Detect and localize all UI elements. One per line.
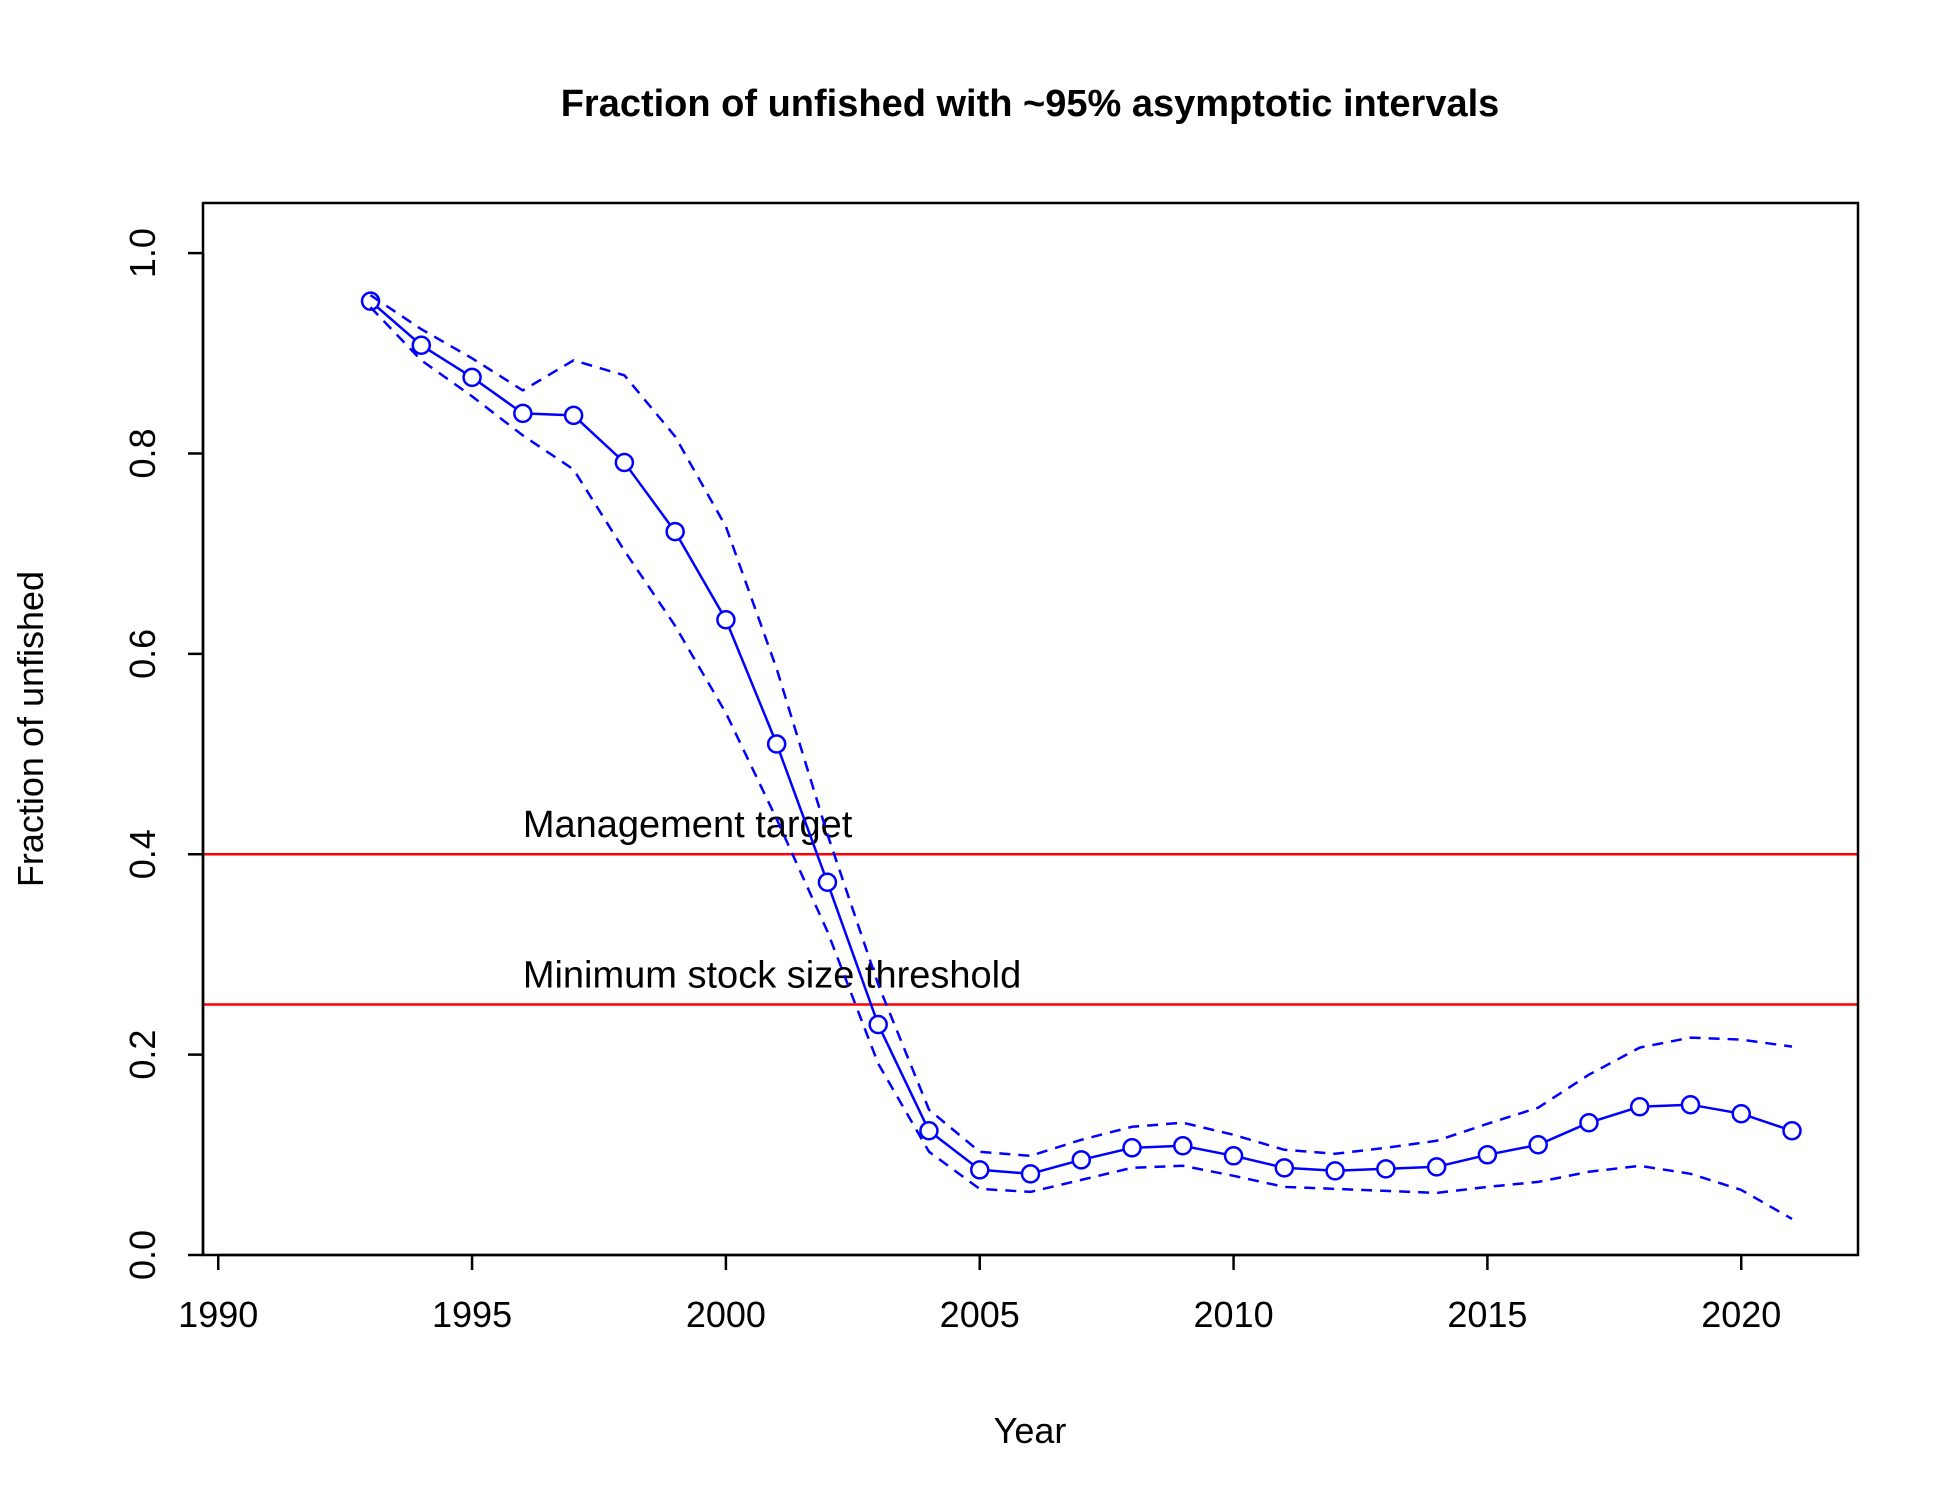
data-point-1994 <box>411 335 432 356</box>
chart-title: Fraction of unfished with ~95% asymptoti… <box>561 83 1500 125</box>
data-point-2007 <box>1071 1150 1092 1170</box>
data-point-2003 <box>868 1014 888 1035</box>
data-point-2012 <box>1325 1161 1345 1181</box>
data-point-1999 <box>665 521 685 542</box>
data-point-1995 <box>462 367 482 388</box>
reference-label-0: Management target <box>523 804 853 846</box>
data-point-2015 <box>1477 1145 1498 1165</box>
data-point-2018 <box>1629 1096 1650 1117</box>
y-tick-label-0.2: 0.2 <box>122 1030 163 1080</box>
data-point-2011 <box>1274 1158 1295 1178</box>
y-axis-label: Fraction of unfished <box>10 571 51 887</box>
y-tick-label-1.0: 1.0 <box>122 228 163 278</box>
series-lower-interval-line <box>369 306 1793 1220</box>
x-axis: 1990 1995 2000 2005 2010 2015 2020 <box>178 1253 1781 1335</box>
x-tick-label-1995: 1995 <box>432 1294 512 1335</box>
data-point-2016 <box>1528 1135 1548 1155</box>
series-upper-interval-line <box>369 294 1793 1158</box>
data-point-2021 <box>1782 1121 1802 1141</box>
data-point-2008 <box>1122 1138 1142 1158</box>
data-point-1998 <box>614 452 635 473</box>
y-tick-label-0.4: 0.4 <box>122 829 163 879</box>
data-point-1997 <box>563 405 584 426</box>
x-tick-label-2000: 2000 <box>686 1294 766 1335</box>
y-tick-label-0.6: 0.6 <box>122 629 163 679</box>
data-point-2004 <box>919 1121 939 1141</box>
data-point-2001 <box>766 734 787 754</box>
data-point-2013 <box>1376 1159 1396 1179</box>
data-point-1996 <box>513 403 533 424</box>
data-point-2002 <box>817 872 838 893</box>
y-tick-label-0.0: 0.0 <box>122 1230 163 1280</box>
x-tick-label-2020: 2020 <box>1701 1294 1781 1335</box>
reference-lines: Management target Minimum stock size thre… <box>203 804 1858 1006</box>
data-point-2020 <box>1731 1103 1751 1124</box>
x-tick-label-2005: 2005 <box>940 1294 1020 1335</box>
data-point-2019 <box>1680 1094 1701 1115</box>
data-point-2014 <box>1426 1157 1447 1177</box>
x-tick-label-1990: 1990 <box>178 1294 258 1335</box>
data-point-2017 <box>1579 1112 1599 1133</box>
data-series <box>360 291 1802 1220</box>
y-axis: 0.0 0.2 0.4 0.6 0.8 1.0 <box>122 228 205 1280</box>
data-point-2006 <box>1020 1164 1041 1184</box>
data-point-2000 <box>716 610 736 630</box>
data-point-2009 <box>1173 1136 1193 1156</box>
x-axis-label: Year <box>994 1410 1067 1451</box>
data-point-2010 <box>1223 1146 1244 1166</box>
x-tick-label-2010: 2010 <box>1194 1294 1274 1335</box>
x-tick-label-2015: 2015 <box>1447 1294 1527 1335</box>
data-point-2005 <box>969 1160 990 1180</box>
y-tick-label-0.8: 0.8 <box>122 428 163 478</box>
reference-label-1: Minimum stock size threshold <box>523 955 1021 997</box>
